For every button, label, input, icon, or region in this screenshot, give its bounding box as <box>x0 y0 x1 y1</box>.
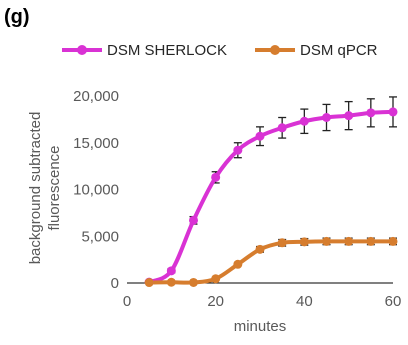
point-sherlock <box>299 116 309 126</box>
point-sherlock <box>388 107 398 117</box>
data-points <box>144 107 398 288</box>
point-sherlock <box>366 108 376 118</box>
y-tick-label: 15,000 <box>73 135 119 152</box>
y-tick-label: 20,000 <box>73 88 119 105</box>
x-axis-title: minutes <box>234 318 287 335</box>
point-qpcr <box>189 277 198 287</box>
legend-label-sherlock: DSM SHERLOCK <box>107 42 227 59</box>
point-qpcr <box>277 238 287 248</box>
series-lines <box>147 109 395 285</box>
x-tick-label: 60 <box>385 293 402 310</box>
x-tick-label: 20 <box>207 293 224 310</box>
legend-marker-sherlock <box>77 45 87 55</box>
point-qpcr <box>166 277 176 287</box>
point-qpcr <box>344 236 354 246</box>
series-line-sherlock <box>147 109 395 285</box>
point-sherlock <box>322 113 331 123</box>
legend-marker-qpcr <box>270 45 280 55</box>
point-qpcr <box>366 236 376 246</box>
y-tick-label: 10,000 <box>73 182 119 199</box>
point-qpcr <box>299 237 309 247</box>
point-sherlock <box>166 266 176 276</box>
legend: DSM SHERLOCK DSM qPCR <box>62 42 378 59</box>
legend-label-qpcr: DSM qPCR <box>300 42 378 59</box>
x-tick-label: 0 <box>123 293 131 310</box>
point-qpcr <box>211 274 221 284</box>
panel-label: (g) <box>4 6 30 28</box>
point-qpcr <box>233 259 243 269</box>
y-tick-label: 5,000 <box>81 228 119 245</box>
y-axis-title-line-1: background subtracted <box>27 112 44 265</box>
y-axis-title-line-2: fluorescence <box>46 145 63 230</box>
point-qpcr <box>255 244 265 254</box>
point-sherlock <box>189 215 198 225</box>
axis-ticks: 0 5,000 10,000 15,000 20,000 0 20 40 60 <box>73 88 401 310</box>
point-sherlock <box>277 123 287 133</box>
point-sherlock <box>255 131 265 141</box>
point-qpcr <box>322 236 331 246</box>
y-tick-label: 0 <box>111 275 119 292</box>
point-sherlock <box>211 172 221 182</box>
point-sherlock <box>344 111 354 121</box>
point-sherlock <box>233 145 243 155</box>
x-tick-label: 40 <box>296 293 313 310</box>
point-qpcr <box>144 278 154 288</box>
point-qpcr <box>388 236 398 246</box>
series-line-qpcr <box>147 239 395 285</box>
